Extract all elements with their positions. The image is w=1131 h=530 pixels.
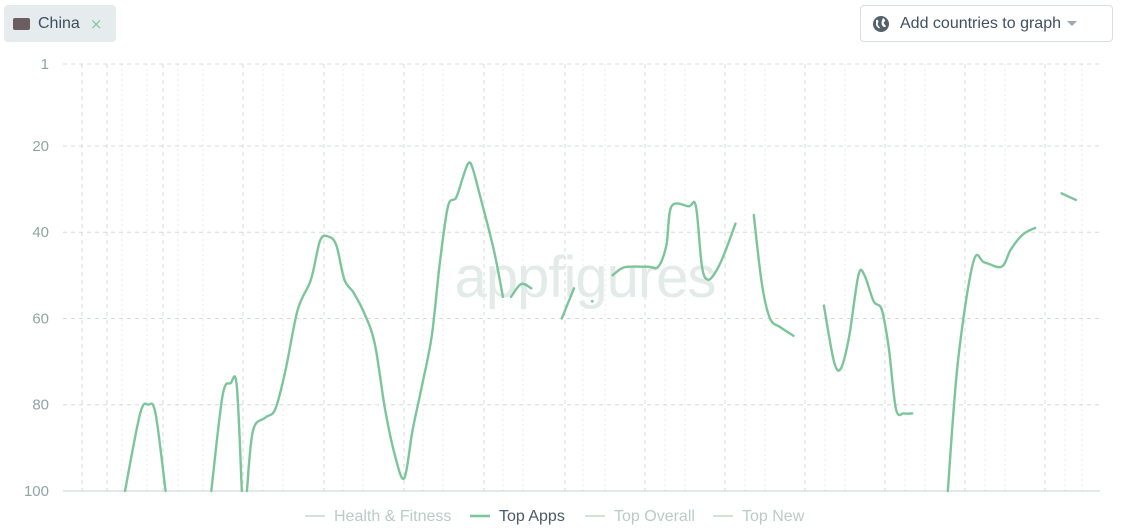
y-axis-ticks: 1 20 40 60 80 100 [24,56,49,500]
legend-item[interactable]: Health & Fitness [305,508,451,525]
series-line-segment [560,287,576,320]
legend-item[interactable]: Top Overall [585,508,695,525]
series-line-segment [946,226,1037,493]
legend-label: Health & Fitness [334,508,451,525]
series-line-segment [123,402,167,493]
series-top-apps [123,161,1077,493]
y-tick-label: 100 [24,483,49,500]
series-line-segment [245,161,505,493]
y-tick-label: 60 [32,310,49,327]
add-countries-label: Add countries to graph [900,14,1061,32]
country-chip-china[interactable]: China × [4,5,116,42]
chart-legend: Health & Fitness Top Apps Top Overall Top N… [305,508,805,525]
series-line-segment [210,375,243,493]
flag-icon [13,17,30,30]
vertical-gridlines [81,64,1083,491]
series-point [590,299,594,303]
add-countries-button[interactable]: Add countries to graph [860,5,1113,42]
legend-item[interactable]: Top New [713,508,805,525]
series-line-segment [822,268,914,417]
y-tick-label: 1 [41,56,49,73]
y-tick-label: 80 [32,397,49,414]
y-tick-label: 20 [32,138,49,155]
y-tick-label: 40 [32,224,49,241]
series-line-segment [611,200,737,281]
series-line-segment [509,282,533,299]
globe-icon [873,15,889,32]
horizontal-gridlines [63,63,1100,492]
legend-label: Top New [742,508,805,525]
country-chip-label: China [38,14,80,32]
series-line-segment [752,213,795,337]
legend-item[interactable]: Top Apps [470,508,565,525]
legend-label: Top Apps [499,508,565,525]
legend-label: Top Overall [614,508,695,525]
chevron-down-icon [1067,21,1077,26]
close-icon[interactable]: × [89,14,103,33]
series-line-segment [1060,192,1077,202]
